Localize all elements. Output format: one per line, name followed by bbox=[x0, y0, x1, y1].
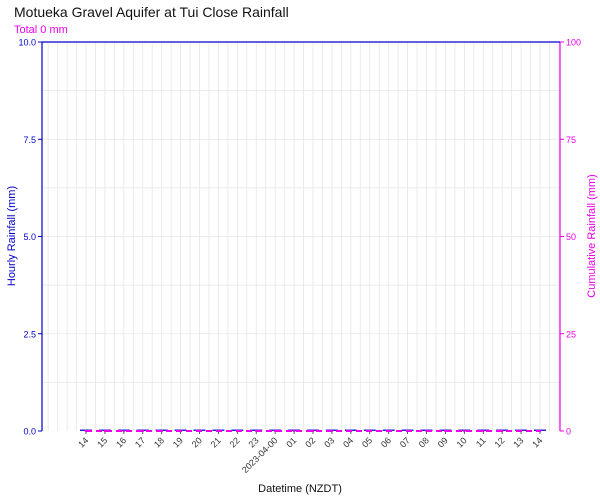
y-tick-label-right: 75 bbox=[566, 135, 576, 145]
cumulative-point bbox=[538, 429, 542, 433]
y-tick-label-left: 0.0 bbox=[23, 427, 36, 437]
cumulative-point bbox=[103, 429, 107, 433]
x-axis-label: Datetime (NZDT) bbox=[258, 483, 342, 495]
cumulative-point bbox=[273, 429, 277, 433]
x-tick-label: 14 bbox=[530, 435, 544, 449]
y-axis-label-left: Hourly Rainfall (mm) bbox=[6, 185, 18, 287]
x-tick-label: 23 bbox=[247, 435, 261, 449]
x-tick-label: 16 bbox=[114, 435, 128, 449]
axes bbox=[38, 41, 564, 434]
y-tick-label-left: 2.5 bbox=[23, 329, 36, 339]
y-axis-label-right: Cumulative Rainfall (mm) bbox=[586, 174, 598, 298]
cumulative-point bbox=[255, 429, 258, 433]
x-tick-label: 12 bbox=[492, 435, 506, 449]
cumulative-point bbox=[198, 429, 201, 433]
y-tick-label-right: 50 bbox=[566, 232, 576, 242]
tick-labels: 0.0 2.5 5.0 7.5 10.0 0 25 50 75 100 14 15 16 17 18 19 20… bbox=[18, 38, 581, 475]
y-tick-label-left: 7.5 bbox=[23, 135, 36, 145]
cumulative-point bbox=[425, 429, 428, 433]
x-tick-label: 04 bbox=[341, 435, 355, 449]
x-tick-label: 13 bbox=[511, 435, 525, 449]
cumulative-point bbox=[482, 429, 485, 433]
cumulative-point bbox=[141, 429, 144, 433]
chart-subtitle: Total 0 mm bbox=[14, 24, 68, 36]
x-tick-label: 03 bbox=[322, 435, 336, 449]
y-tick-label-right: 0 bbox=[566, 427, 571, 437]
cumulative-point bbox=[179, 429, 182, 433]
cumulative-point bbox=[292, 429, 296, 433]
x-tick-label: 18 bbox=[152, 435, 166, 449]
cumulative-point bbox=[236, 429, 239, 433]
x-tick-label: 07 bbox=[398, 435, 412, 449]
cumulative-point bbox=[387, 429, 390, 433]
x-tick-label: 09 bbox=[436, 435, 450, 449]
x-tick-label: 2023-04-00 bbox=[240, 435, 280, 475]
cumulative-point bbox=[84, 429, 88, 433]
cumulative-point bbox=[500, 429, 504, 433]
y-tick-label-left: 5.0 bbox=[23, 232, 36, 242]
cumulative-point bbox=[349, 429, 353, 433]
cumulative-point bbox=[160, 429, 163, 433]
y-tick-label-left: 10.0 bbox=[18, 38, 36, 48]
y-tick-label-right: 25 bbox=[566, 329, 576, 339]
cumulative-point bbox=[311, 429, 315, 433]
x-tick-label: 17 bbox=[133, 435, 147, 449]
cumulative-point bbox=[519, 429, 523, 433]
x-tick-label: 10 bbox=[455, 435, 469, 449]
grid-lines bbox=[42, 42, 560, 431]
x-tick-label: 08 bbox=[417, 435, 431, 449]
x-tick-label: 02 bbox=[303, 435, 317, 449]
x-tick-label: 21 bbox=[209, 435, 223, 449]
cumulative-point bbox=[444, 429, 447, 433]
cumulative-point bbox=[368, 429, 371, 433]
x-tick-label: 22 bbox=[228, 435, 242, 449]
x-tick-label: 14 bbox=[76, 435, 90, 449]
x-tick-label: 05 bbox=[360, 435, 374, 449]
x-tick-label: 01 bbox=[284, 435, 298, 449]
cumulative-point bbox=[463, 429, 466, 433]
data-marks bbox=[80, 429, 546, 433]
x-tick-label: 15 bbox=[95, 435, 109, 449]
y-tick-label-right: 100 bbox=[566, 38, 581, 48]
cumulative-point bbox=[330, 429, 334, 433]
cumulative-point bbox=[122, 429, 126, 433]
x-tick-label: 20 bbox=[190, 435, 204, 449]
x-tick-label: 19 bbox=[171, 435, 185, 449]
x-tick-label: 06 bbox=[379, 435, 393, 449]
cumulative-point bbox=[406, 429, 409, 433]
cumulative-point bbox=[217, 429, 220, 433]
chart-title: Motueka Gravel Aquifer at Tui Close Rain… bbox=[14, 4, 289, 20]
x-tick-label: 11 bbox=[474, 435, 488, 449]
